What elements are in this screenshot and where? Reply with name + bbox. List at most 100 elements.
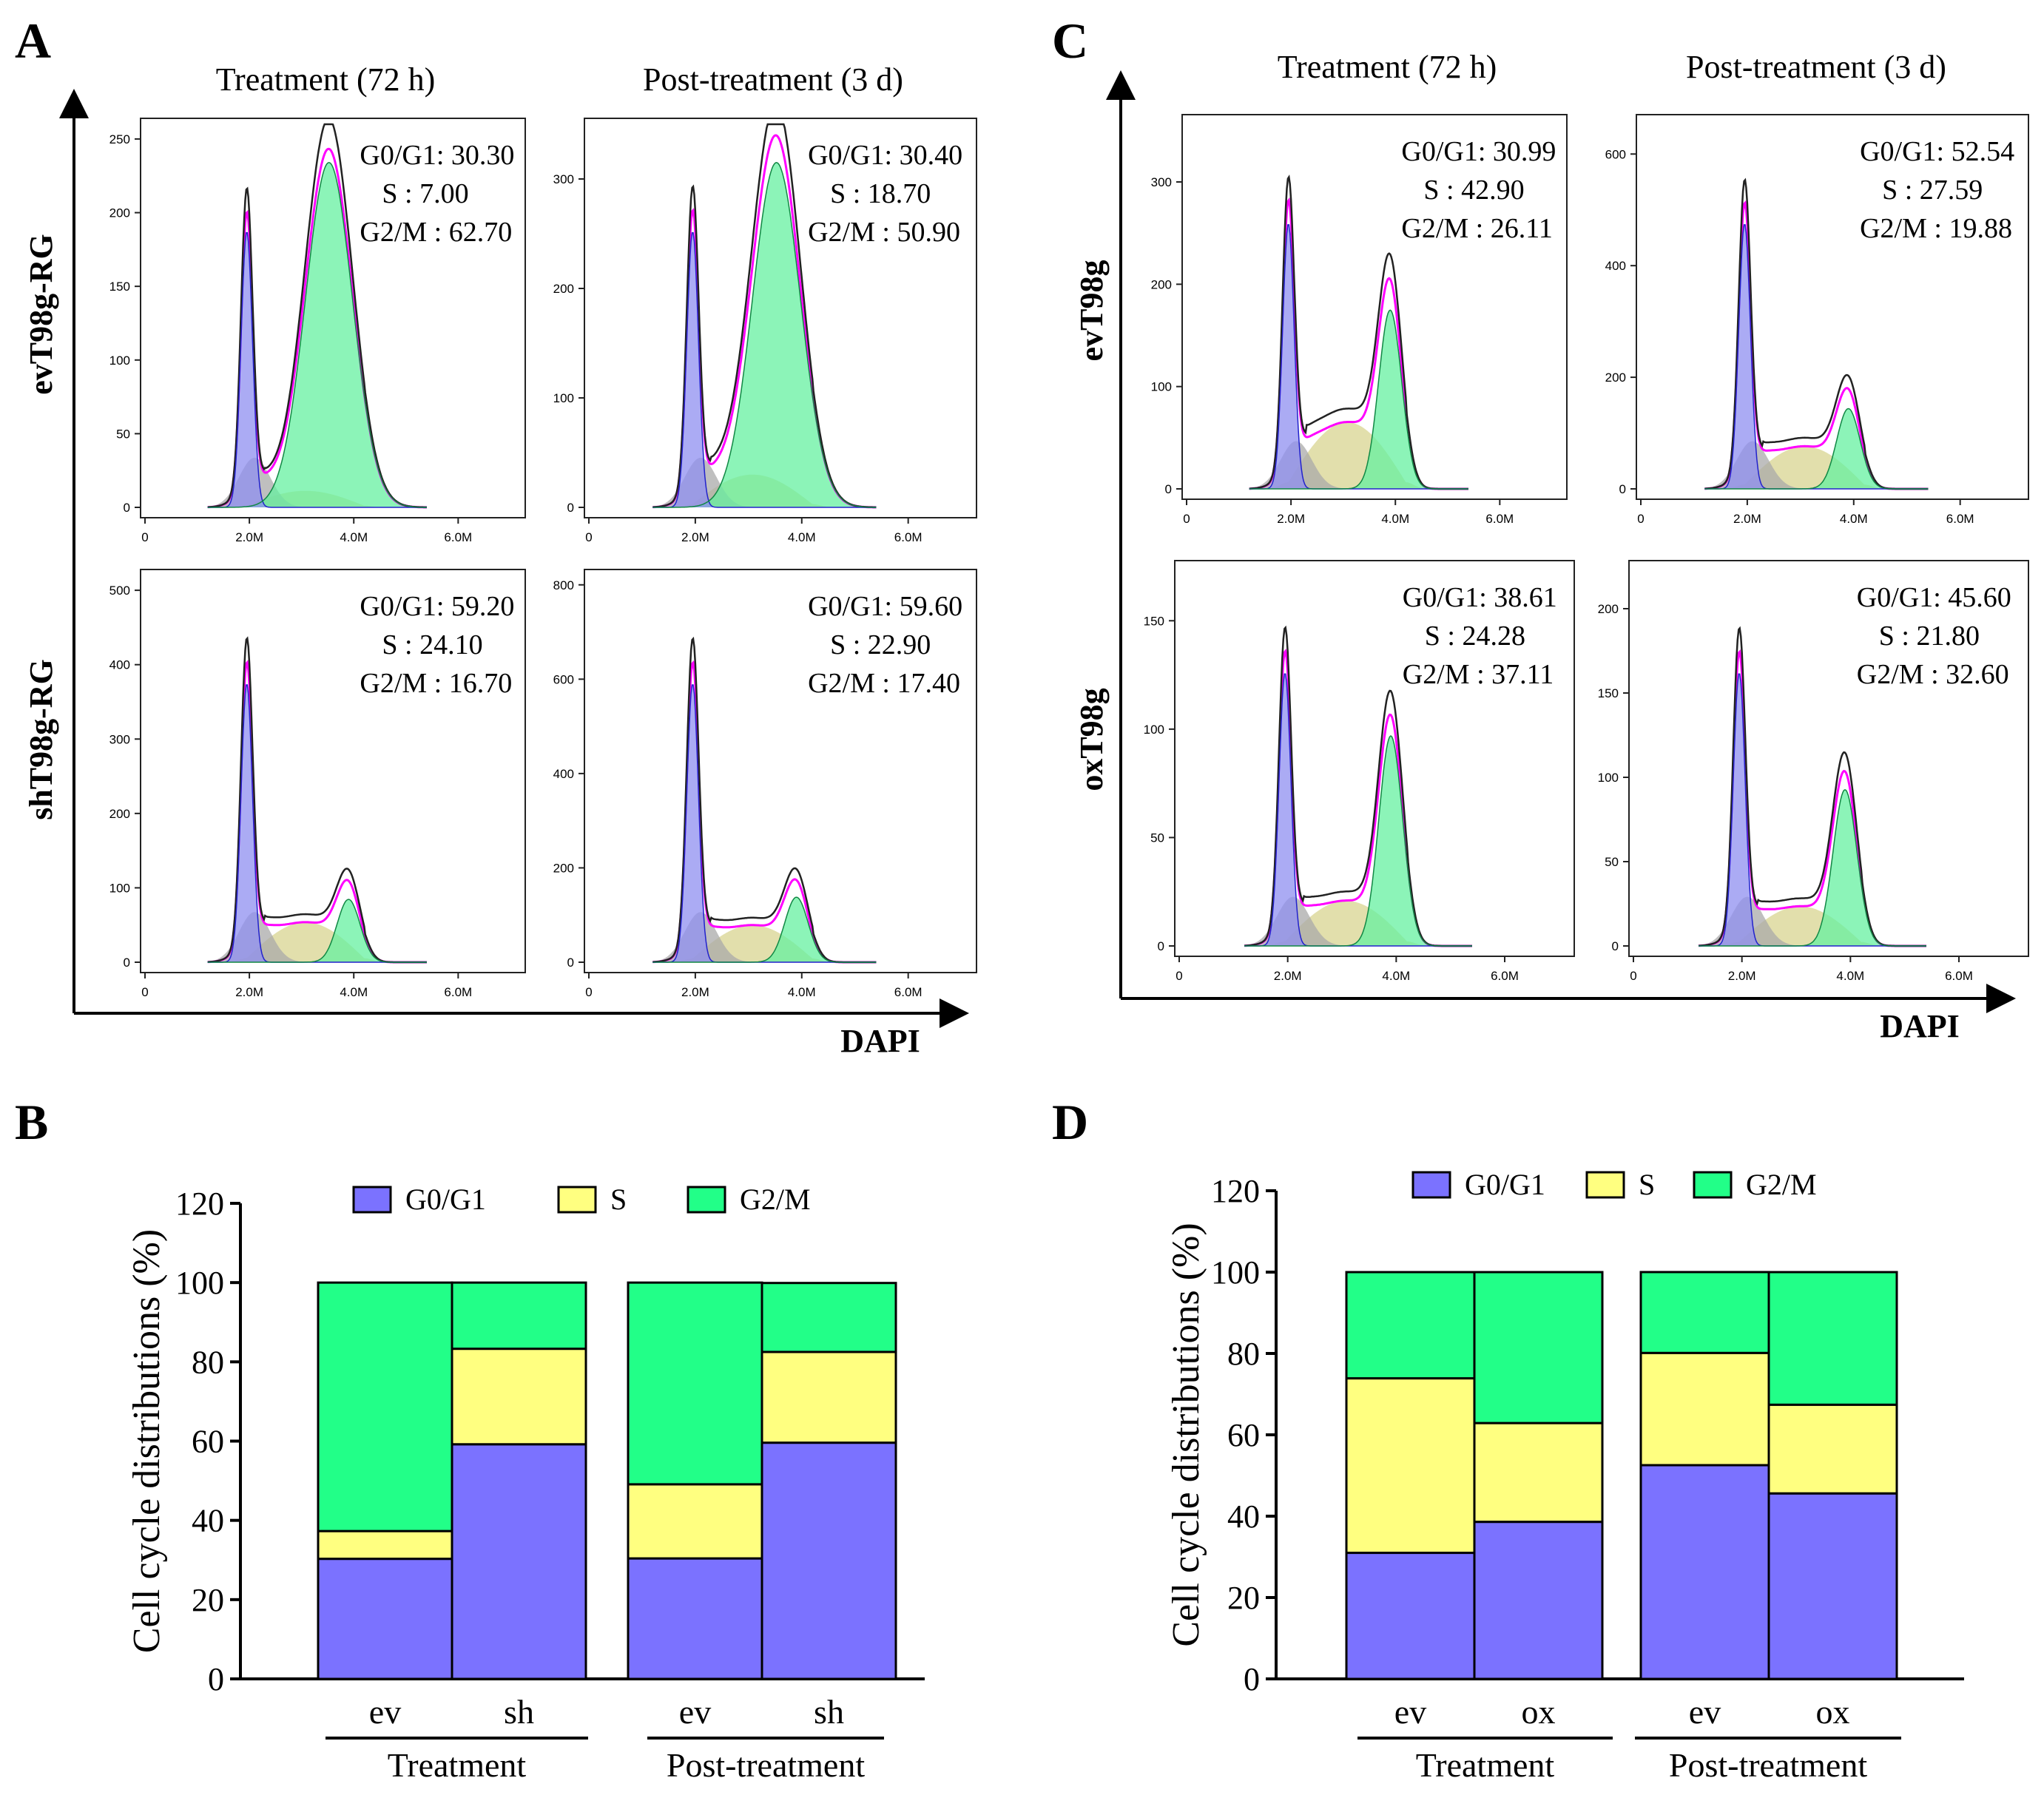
bar-segment-g0g1 xyxy=(1473,1521,1604,1680)
panel-a-row-label-sh: shT98g-RG xyxy=(23,659,59,820)
g2m-percent-label: G2/M : 32.60 xyxy=(1857,659,2009,690)
bar-segment-s xyxy=(317,1529,453,1561)
y-tick-label: 600 xyxy=(1605,147,1626,161)
y-tick-label: 200 xyxy=(553,861,574,875)
y-tick-label: 50 xyxy=(1605,855,1619,869)
histogram-a-ev-post: 0 100 200 300 0 2.0M 4.0M 6.0M G0/G1: 30.40 S : 1… xyxy=(553,118,977,544)
x-tick-label: 0 xyxy=(1176,969,1182,983)
raw-data-line xyxy=(652,123,877,509)
g2m-percent-label: G2/M : 50.90 xyxy=(808,217,960,248)
panel-letter-d: D xyxy=(1052,1094,1088,1150)
category-label: ox xyxy=(1816,1693,1850,1731)
x-tick-label: 2.0M xyxy=(1733,512,1761,526)
bar-segment-g2m xyxy=(760,1282,897,1353)
x-tick-label: 6.0M xyxy=(1946,512,1974,526)
group-label: Treatment xyxy=(1416,1746,1555,1784)
phase-g0g1-area xyxy=(1704,224,1929,489)
legend-swatch-g0g1 xyxy=(1411,1171,1451,1199)
panel-a-col-title-treatment: Treatment (72 h) xyxy=(216,61,436,98)
debris-area xyxy=(1249,441,1468,489)
x-tick-label: 6.0M xyxy=(1485,512,1514,526)
bar-segment-s xyxy=(1639,1351,1770,1467)
y-tick-label: 0 xyxy=(124,501,130,515)
phase-g2m-area xyxy=(652,162,877,508)
g0g1-percent-label: G0/G1: 59.60 xyxy=(808,591,962,622)
legend-label-s: S xyxy=(1639,1168,1655,1201)
phase-g0g1-area xyxy=(652,232,877,507)
histogram-c-ox-post: 0 50 100 150 200 0 2.0M 4.0M 6.0M G0/G1: 45.60 S :… xyxy=(1598,560,2029,983)
phase-g0g1-area xyxy=(1249,224,1468,489)
y-tick-label: 400 xyxy=(109,658,130,672)
y-tick-label: 0 xyxy=(124,956,130,970)
y-tick-label: 0 xyxy=(1165,482,1172,496)
panel-letter-c: C xyxy=(1052,13,1088,69)
bar-segment-g2m xyxy=(1345,1271,1476,1380)
legend-label-g2m: G2/M xyxy=(740,1183,811,1216)
bar-segment-g0g1 xyxy=(1639,1464,1770,1680)
legend-label-g0g1: G0/G1 xyxy=(405,1183,486,1216)
x-tick-label: 6.0M xyxy=(1491,969,1519,983)
x-tick-label: 0 xyxy=(141,530,148,544)
g2m-percent-label: G2/M : 16.70 xyxy=(360,668,512,699)
debris-area xyxy=(652,912,877,962)
panel-c-col-title-post: Post-treatment (3 d) xyxy=(1686,49,1946,85)
y-axis-title: Cell cycle distributions (%) xyxy=(1165,1223,1207,1646)
bar-segment-s xyxy=(1767,1403,1898,1495)
bar-segment-g2m xyxy=(627,1281,763,1486)
phase-g0g1-area xyxy=(207,232,427,507)
panel-c-row-label-ev: evT98g xyxy=(1073,260,1110,362)
x-tick-label: 4.0M xyxy=(788,530,816,544)
category-label: ev xyxy=(679,1693,711,1731)
y-tick-label: 200 xyxy=(553,282,574,296)
y-tick-label: 400 xyxy=(553,767,574,781)
histogram-a-sh-treatment: 0 100 200 300 400 500 0 2.0M 4.0M 6.0M G0/G1: 59.2… xyxy=(109,569,526,999)
x-tick-label: 6.0M xyxy=(1945,969,1973,983)
g2m-percent-label: G2/M : 37.11 xyxy=(1403,659,1554,690)
bar-segment-g2m xyxy=(451,1281,587,1351)
g0g1-percent-label: G0/G1: 30.30 xyxy=(360,140,514,171)
x-tick-label: 2.0M xyxy=(1274,969,1302,983)
y-tick-label: 300 xyxy=(553,172,574,186)
phase-g0g1-area xyxy=(207,685,427,962)
raw-data-line xyxy=(207,123,427,509)
y-tick-label: 100 xyxy=(553,391,574,405)
g0g1-component-line xyxy=(207,231,427,508)
g2m-component-line xyxy=(1699,788,1926,947)
x-tick-label: 6.0M xyxy=(894,530,923,544)
debris-area xyxy=(207,912,427,962)
y-tick-label: 300 xyxy=(1151,175,1172,189)
legend-swatch-g2m xyxy=(687,1186,726,1214)
x-tick-label: 6.0M xyxy=(444,985,472,999)
y-tick-label: 60 xyxy=(192,1424,224,1460)
y-tick-label: 0 xyxy=(1619,482,1626,496)
x-tick-label: 4.0M xyxy=(788,985,816,999)
g0g1-component-line xyxy=(652,231,877,508)
s-percent-label: S : 24.10 xyxy=(382,629,482,660)
bar-segment-s xyxy=(627,1483,763,1560)
x-tick-label: 0 xyxy=(1630,969,1636,983)
y-tick-label: 40 xyxy=(192,1503,224,1539)
x-tick-label: 2.0M xyxy=(681,985,709,999)
bar-segment-g0g1 xyxy=(627,1557,763,1680)
g2m-component-line xyxy=(207,162,427,508)
y-tick-label: 0 xyxy=(1158,939,1164,953)
g2m-component-line xyxy=(652,896,877,963)
panel-c-col-title-treatment: Treatment (72 h) xyxy=(1278,49,1497,85)
legend-swatch-g0g1 xyxy=(352,1186,392,1214)
legend-swatch-s xyxy=(557,1186,597,1214)
g2m-percent-label: G2/M : 62.70 xyxy=(360,217,512,248)
x-tick-label: 4.0M xyxy=(340,985,368,999)
bar-segment-s xyxy=(1473,1422,1604,1524)
bar-segment-g2m xyxy=(1639,1271,1770,1354)
x-tick-label: 4.0M xyxy=(1836,969,1864,983)
y-tick-label: 200 xyxy=(109,206,130,220)
x-tick-label: 6.0M xyxy=(444,530,472,544)
category-label: sh xyxy=(504,1693,534,1731)
y-tick-label: 800 xyxy=(553,578,574,592)
y-tick-label: 100 xyxy=(109,881,130,895)
s-percent-label: S : 42.90 xyxy=(1423,175,1524,206)
y-tick-label: 0 xyxy=(567,956,574,970)
x-tick-label: 2.0M xyxy=(1728,969,1756,983)
